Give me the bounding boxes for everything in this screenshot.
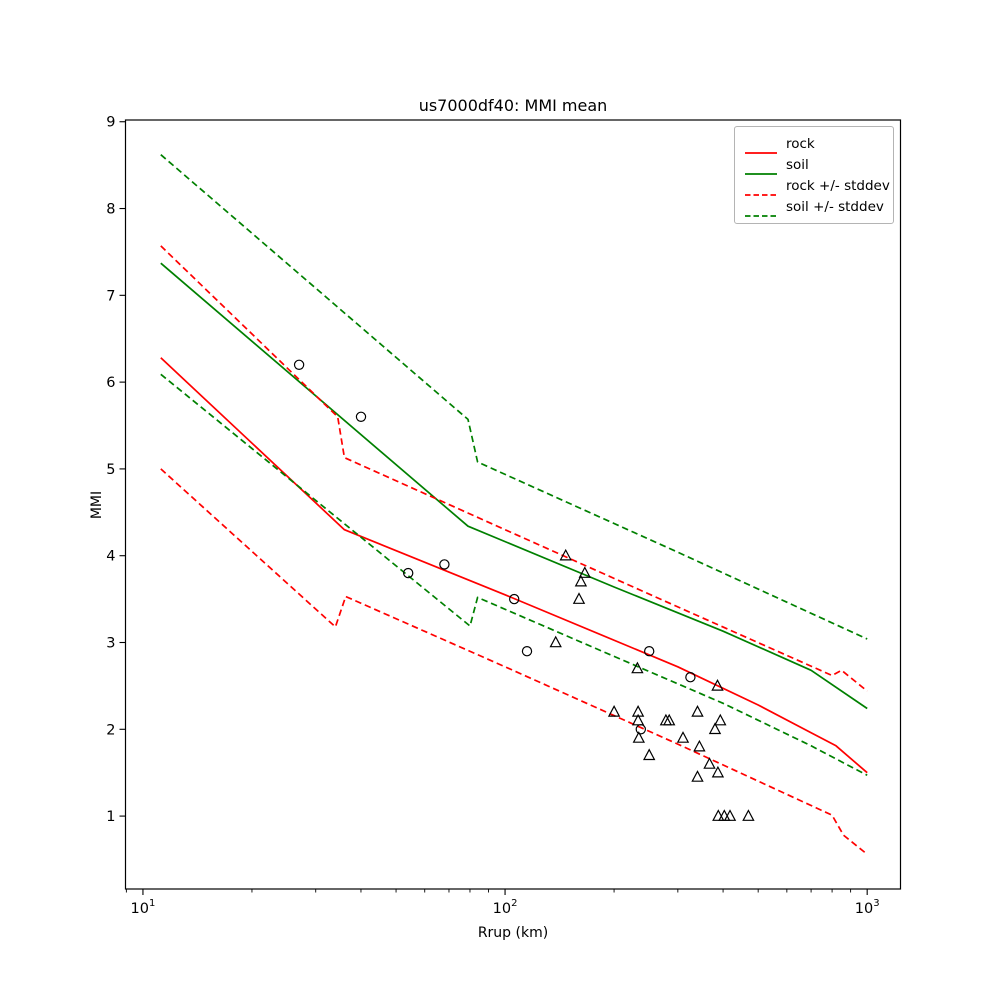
- soil-plus-stddev-line: [160, 154, 868, 640]
- intensity-triangles-marker: [663, 713, 676, 726]
- intensity-triangles-marker: [631, 661, 644, 674]
- x-tick-label: 103: [855, 898, 880, 917]
- station-circles-marker: [439, 559, 450, 570]
- intensity-triangles-marker: [742, 809, 755, 821]
- intensity-triangles-marker: [708, 722, 722, 735]
- x-tick-label: 101: [131, 898, 156, 917]
- intensity-triangles-marker: [691, 705, 704, 717]
- intensity-triangles-marker: [549, 635, 562, 648]
- intensity-triangles-marker: [676, 731, 690, 743]
- y-tick-label: 4: [106, 549, 115, 565]
- intensity-triangles-marker: [723, 809, 737, 821]
- intensity-triangles-marker: [693, 739, 706, 752]
- legend: rock soil rock +/- stddev soil +/- stdde…: [734, 126, 894, 224]
- x-axis-label: Rrup (km): [477, 925, 549, 941]
- intensity-triangles-marker: [559, 548, 572, 561]
- y-tick-label: 8: [106, 202, 115, 218]
- station-circles-marker: [403, 567, 414, 579]
- intensity-triangles-marker: [703, 757, 716, 769]
- intensity-triangles-marker: [691, 770, 704, 782]
- rock-minus-stddev-line: [160, 468, 868, 855]
- intensity-triangles-marker: [711, 679, 724, 691]
- rock-plus-stddev-line: [160, 245, 868, 692]
- intensity-triangles-marker: [572, 592, 586, 604]
- intensity-triangles-marker: [714, 713, 727, 726]
- legend-item-rock: rock: [744, 133, 884, 154]
- legend-label-rock: rock: [786, 135, 815, 152]
- station-circles-marker: [509, 593, 520, 605]
- y-tick-label: 2: [106, 722, 115, 738]
- legend-sample-svg: [745, 151, 777, 154]
- station-circles-marker: [685, 672, 696, 683]
- y-tick-label: 6: [106, 375, 115, 391]
- rock-line-sample: [744, 141, 778, 154]
- intensity-triangles-marker: [632, 731, 645, 743]
- y-tick-label: 1: [106, 809, 115, 825]
- intensity-triangles-marker: [631, 713, 645, 726]
- legend-sample-svg: [745, 193, 777, 196]
- legend-label-soil-stddev: soil +/- stddev: [786, 198, 884, 215]
- station-circles-marker: [644, 646, 655, 657]
- soil-line-sample: [744, 162, 778, 175]
- legend-sample-svg: [745, 214, 777, 217]
- legend-item-soil: soil: [744, 154, 884, 175]
- y-axis-label: MMI: [89, 490, 105, 520]
- legend-label-rock-stddev: rock +/- stddev: [786, 177, 890, 194]
- intensity-triangles-marker: [574, 574, 588, 587]
- station-circles-marker: [521, 646, 533, 657]
- legend-item-rock-stddev: rock +/- stddev: [744, 175, 890, 196]
- legend-item-soil-stddev: soil +/- stddev: [744, 196, 884, 217]
- legend-label-soil: soil: [786, 156, 809, 173]
- rock-stddev-line-sample: [744, 183, 778, 196]
- soil-line: [160, 262, 868, 710]
- y-tick-label: 7: [106, 288, 115, 304]
- station-circles-marker: [635, 724, 647, 735]
- intensity-triangles-marker: [711, 765, 725, 778]
- intensity-triangles-marker: [578, 566, 591, 578]
- rock-line: [160, 357, 868, 774]
- soil-minus-stddev-line: [160, 373, 868, 777]
- chart-title: us7000df40: MMI mean: [418, 96, 608, 115]
- intensity-triangles-marker: [607, 705, 621, 717]
- intensity-triangles-marker: [712, 809, 725, 821]
- y-tick-label: 9: [106, 115, 115, 131]
- y-tick-label: 5: [106, 462, 115, 478]
- station-circles-marker: [293, 359, 305, 370]
- axes-frame: [124, 119, 902, 890]
- station-circles-marker: [355, 411, 367, 422]
- soil-stddev-line-sample: [744, 204, 778, 217]
- x-tick-label: 102: [493, 898, 518, 917]
- intensity-triangles-marker: [643, 748, 656, 761]
- legend-sample-svg: [745, 172, 777, 175]
- y-tick-label: 3: [106, 636, 115, 652]
